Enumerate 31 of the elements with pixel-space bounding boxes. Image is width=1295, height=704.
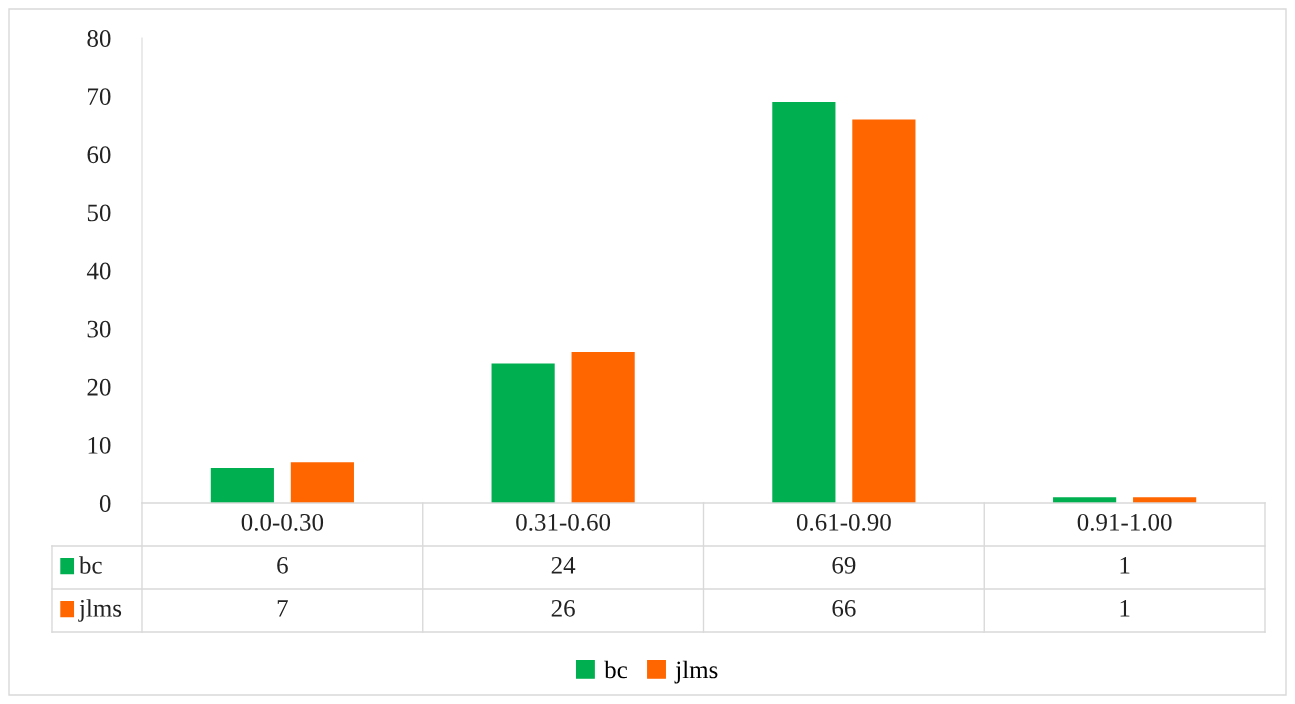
- x-tick-label: 0.0-0.30: [241, 513, 324, 531]
- text: bc: [604, 660, 627, 679]
- x-tick-label: 0.31-0.60: [516, 513, 611, 531]
- bar: [772, 101, 836, 503]
- bar: [852, 119, 916, 503]
- data-label: 1: [1120, 557, 1130, 574]
- y-tick-label: 70: [88, 88, 111, 106]
- y-tick-label: 40: [86, 262, 111, 280]
- data-label: 24: [551, 556, 576, 574]
- data-label: 66: [832, 599, 856, 617]
- data-label: 7: [277, 600, 288, 617]
- bar: [571, 351, 635, 503]
- y-tick-label: 60: [87, 146, 111, 164]
- data-label: 1: [1120, 600, 1130, 617]
- data-label: 6: [277, 556, 288, 574]
- x-tick-label: 0.91-1.00: [1077, 513, 1172, 531]
- x-tick-label: 0.61-0.90: [796, 513, 891, 531]
- y-tick-label: 30: [87, 320, 111, 338]
- legend-label: jlms: [674, 660, 718, 684]
- bar: [210, 468, 274, 503]
- legend-label: bc: [78, 556, 102, 574]
- data-label: 26: [551, 599, 575, 617]
- y-tick-label: 10: [88, 436, 111, 454]
- y-tick-label: 0: [99, 495, 111, 512]
- y-tick-label: 20: [87, 378, 111, 396]
- bar: [491, 363, 555, 503]
- bar: [290, 462, 354, 503]
- y-tick-label: 80: [87, 30, 111, 47]
- text: jlms: [78, 599, 122, 622]
- data-label: 69: [832, 556, 856, 574]
- y-tick-label: 50: [87, 204, 111, 222]
